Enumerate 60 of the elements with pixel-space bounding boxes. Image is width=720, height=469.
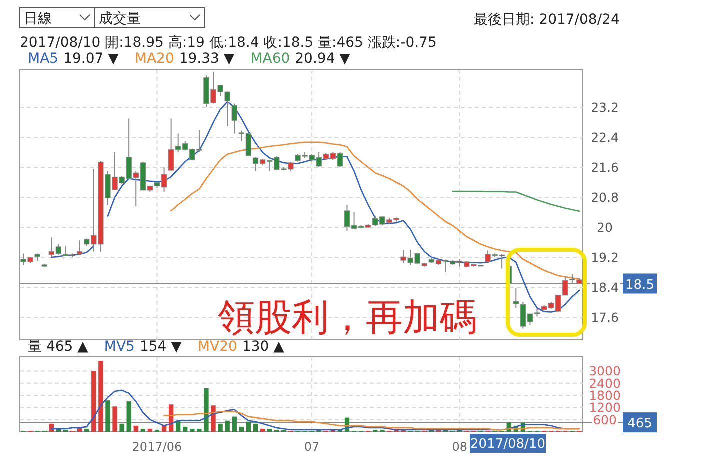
bar xyxy=(204,388,209,432)
bar xyxy=(197,428,202,432)
y-tick-label: 18.4 xyxy=(591,280,619,295)
y-tick-label: 23.2 xyxy=(591,100,619,115)
text: MV5 xyxy=(104,339,135,355)
text: 日線 xyxy=(24,11,52,27)
bar xyxy=(239,426,244,432)
line-series xyxy=(170,142,580,280)
x-tick-label: 08 xyxy=(452,440,468,454)
text: 2017/08/10 開:18.95 高:19 低:18.4 收:18.5 量:465 漲跌:-0.75 xyxy=(20,35,437,51)
bar xyxy=(126,402,132,432)
bar xyxy=(183,426,188,432)
text: 20.94 ▼ xyxy=(295,51,351,67)
candlestick xyxy=(76,240,83,256)
x-tick-label: 07 xyxy=(304,440,320,454)
ref-line-label: 465 xyxy=(628,416,652,432)
ref-line-label: 18.5 xyxy=(626,278,654,293)
bar xyxy=(218,424,223,432)
text: 成交量 xyxy=(99,11,141,27)
bar xyxy=(148,428,153,432)
bar xyxy=(260,428,266,432)
bar xyxy=(106,400,110,432)
line-series xyxy=(452,190,580,212)
text: MA5 xyxy=(28,51,59,67)
y-tick-label: 20.8 xyxy=(591,190,619,205)
text: MA60 xyxy=(250,51,290,67)
x-tick-label: 2017/06 xyxy=(132,440,182,454)
y-tick-label: 17.6 xyxy=(591,310,619,325)
y-tick-label: 20 xyxy=(597,220,613,235)
candlestick xyxy=(513,288,519,309)
candlestick xyxy=(232,103,238,134)
y-tick-label: 22.4 xyxy=(591,130,619,145)
bar xyxy=(246,422,252,432)
line-series xyxy=(164,411,580,431)
bar xyxy=(211,406,216,432)
annotation: 130 ▲ xyxy=(242,339,285,355)
bar xyxy=(98,361,104,432)
text: 19.33 ▼ xyxy=(179,51,235,67)
bar xyxy=(268,428,272,432)
text: 2017/08/10 xyxy=(470,437,546,452)
annotation: 154 ▼ xyxy=(140,339,182,355)
bar xyxy=(232,416,237,432)
bar xyxy=(225,420,230,432)
y-tick-label: 21.6 xyxy=(591,160,619,175)
bar xyxy=(84,428,90,432)
bar xyxy=(112,406,118,432)
bar xyxy=(190,428,195,432)
bar xyxy=(92,371,96,432)
annotation: 量 465 ▲ xyxy=(28,339,89,355)
bar xyxy=(134,426,138,432)
bar xyxy=(253,424,258,432)
bar xyxy=(140,428,146,432)
y-tick-label: 19.2 xyxy=(591,250,619,265)
text: 19.07 ▼ xyxy=(64,51,120,67)
y-tick-label: 600 xyxy=(593,412,617,428)
bar xyxy=(120,424,124,432)
text: MV20 xyxy=(198,339,238,355)
text: MA20 xyxy=(134,51,174,67)
annotation: 領股利，再加碼 xyxy=(218,296,477,339)
text: 最後日期: 2017/08/24 xyxy=(474,12,620,28)
